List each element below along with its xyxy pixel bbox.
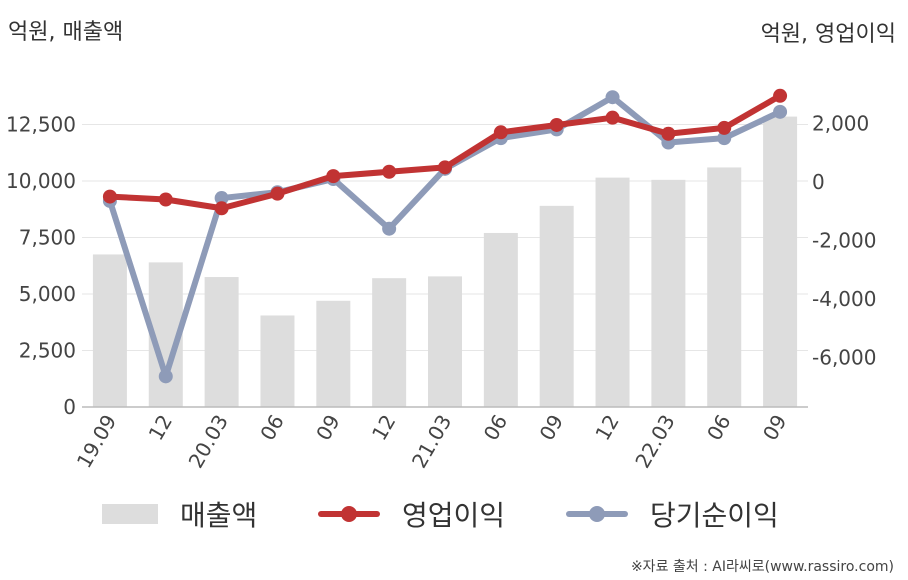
- point-operating-profit: [493, 125, 508, 140]
- y-left-tick-label: 5,000: [19, 282, 76, 306]
- point-net-income: [214, 191, 229, 206]
- bar-revenue: [204, 277, 239, 407]
- x-tick-label: 12: [590, 411, 624, 445]
- y-left-tick-label: 0: [63, 395, 76, 419]
- point-net-income: [158, 369, 173, 384]
- bar-revenue: [483, 232, 518, 407]
- legend-item-operating-profit: 영업이익: [318, 492, 505, 536]
- y-left-tick-label: 12,500: [6, 113, 76, 137]
- point-operating-profit: [438, 160, 452, 175]
- legend-swatch-operating-profit: [318, 504, 380, 524]
- y-right-tick-label: -6,000: [812, 345, 876, 369]
- bar-revenue: [707, 167, 742, 407]
- bar-revenue: [316, 300, 351, 407]
- bar-revenue: [92, 254, 127, 407]
- x-tick-label: 09: [535, 411, 569, 445]
- y-right-tick-label: 0: [812, 170, 825, 194]
- point-net-income: [382, 221, 397, 236]
- point-operating-profit: [717, 120, 732, 135]
- source-note: ※자료 출처 : AI라씨로(www.rassiro.com): [630, 559, 894, 575]
- x-tick-label: 09: [311, 411, 345, 445]
- legend-label-net-income: 당기순이익: [650, 499, 779, 532]
- y-left-tick-label: 10,000: [6, 169, 76, 193]
- bar-revenue: [260, 315, 295, 407]
- point-operating-profit: [549, 117, 564, 132]
- x-tick-label: 12: [367, 411, 401, 445]
- x-tick-label: 06: [702, 411, 736, 445]
- legend-swatch-revenue: [102, 504, 158, 524]
- x-tick-label: 12: [144, 411, 178, 445]
- point-net-income: [717, 131, 732, 146]
- y-right-tick-label: -2,000: [812, 228, 876, 252]
- point-net-income: [773, 104, 788, 119]
- point-net-income: [605, 90, 620, 105]
- y-left-tick-label: 2,500: [19, 339, 76, 363]
- x-tick-label: 22.03: [630, 411, 679, 473]
- y-right-tick-label: -4,000: [812, 287, 876, 311]
- bar-revenue: [372, 278, 407, 407]
- y-right-tick-label: 2,000: [812, 112, 869, 136]
- bar-revenue: [595, 177, 630, 407]
- right-axis-unit: 억원, 영업이익: [760, 22, 896, 47]
- bar-revenue: [428, 276, 462, 407]
- x-tick-label: 20.03: [184, 411, 233, 473]
- point-operating-profit: [382, 164, 397, 179]
- point-operating-profit: [605, 110, 620, 125]
- x-tick-label: 21.03: [407, 411, 456, 473]
- legend-swatch-net-income: [566, 504, 628, 524]
- legend-label-revenue: 매출액: [180, 499, 258, 532]
- point-operating-profit: [773, 88, 788, 103]
- point-operating-profit: [158, 192, 173, 207]
- x-tick-label: 19.09: [72, 411, 121, 473]
- legend-item-revenue: 매출액: [102, 492, 257, 536]
- bar-revenue: [763, 116, 798, 407]
- x-tick-label: 09: [758, 411, 792, 445]
- legend-label-operating-profit: 영업이익: [402, 499, 506, 532]
- bar-revenue: [539, 205, 574, 407]
- legend-item-net-income: 당기순이익: [566, 492, 779, 536]
- left-axis-unit: 억원, 매출액: [8, 20, 124, 45]
- point-operating-profit: [102, 189, 117, 204]
- point-operating-profit: [270, 186, 285, 201]
- bar-revenue: [651, 179, 686, 407]
- x-tick-label: 06: [479, 411, 513, 445]
- point-operating-profit: [326, 169, 341, 184]
- x-tick-label: 06: [255, 411, 289, 445]
- point-operating-profit: [661, 126, 676, 141]
- y-left-tick-label: 7,500: [19, 226, 76, 250]
- point-operating-profit: [214, 201, 229, 216]
- legend: 매출액 영업이익 당기순이익: [0, 492, 908, 536]
